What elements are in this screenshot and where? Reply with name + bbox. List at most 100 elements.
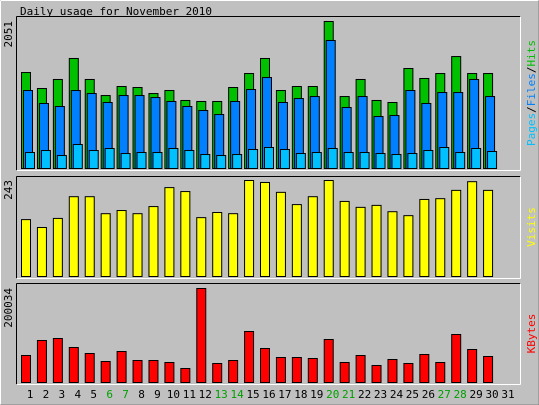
bar xyxy=(439,147,450,169)
bar xyxy=(216,155,227,169)
bar xyxy=(228,213,239,277)
bar xyxy=(212,212,223,277)
bar xyxy=(451,334,462,384)
bar xyxy=(487,151,498,170)
bar xyxy=(56,155,67,169)
bar xyxy=(323,180,334,277)
bar xyxy=(84,353,95,383)
bar xyxy=(52,217,63,277)
x-tick-label: 25 xyxy=(406,388,419,401)
legend: Pages/Files/Hits xyxy=(525,40,538,146)
bar xyxy=(232,154,243,170)
bar xyxy=(228,360,239,383)
bar xyxy=(451,189,462,277)
legend-entry: Visits xyxy=(525,207,538,247)
bar xyxy=(403,363,414,383)
bar xyxy=(136,152,147,169)
bar xyxy=(36,340,47,384)
x-tick-label: 28 xyxy=(454,388,467,401)
x-tick-label: 14 xyxy=(231,388,245,401)
x-tick-label: 30 xyxy=(485,388,498,401)
x-tick-label: 5 xyxy=(90,388,97,401)
x-tick-label: 11 xyxy=(183,388,196,401)
bar xyxy=(295,153,306,169)
legend: Visits xyxy=(525,207,538,247)
x-tick-label: 17 xyxy=(278,388,291,401)
bar xyxy=(21,219,31,278)
bar xyxy=(355,355,366,384)
bar xyxy=(260,348,270,383)
bar xyxy=(120,153,131,169)
x-tick-label: 31 xyxy=(501,388,514,401)
bar xyxy=(291,357,302,383)
bar xyxy=(375,153,386,169)
y-tick-label: 2051 xyxy=(2,21,15,48)
bar xyxy=(116,210,127,277)
bar xyxy=(260,181,270,277)
bar xyxy=(248,149,259,169)
x-tick-label: 12 xyxy=(199,388,212,401)
x-tick-label: 15 xyxy=(246,388,259,401)
chart-title: Daily usage for November 2010 xyxy=(20,5,212,18)
legend-entry: Pages xyxy=(525,113,538,146)
x-tick-label: 2 xyxy=(43,388,50,401)
bar xyxy=(68,347,79,383)
bar xyxy=(371,365,382,384)
bar xyxy=(455,152,466,169)
bar xyxy=(419,354,430,383)
bar xyxy=(100,361,111,384)
legend-separator: / xyxy=(525,106,538,113)
bar xyxy=(307,196,318,277)
bar xyxy=(244,180,255,277)
x-tick-label: 13 xyxy=(215,388,228,401)
bar xyxy=(25,152,35,169)
bar xyxy=(359,152,370,169)
x-tick-label: 29 xyxy=(470,388,483,401)
bar xyxy=(467,349,478,384)
bar xyxy=(36,227,47,277)
bar xyxy=(291,204,302,278)
x-tick-label: 24 xyxy=(390,388,404,401)
bar xyxy=(435,198,446,277)
bar xyxy=(435,362,446,384)
bar xyxy=(152,152,163,169)
bar xyxy=(264,147,274,169)
y-tick-label: 200034 xyxy=(2,288,15,328)
legend-separator: / xyxy=(525,67,538,74)
bar xyxy=(132,360,143,383)
x-tick-label: 20 xyxy=(326,388,339,401)
bar xyxy=(279,149,290,169)
bar xyxy=(467,181,478,277)
bar xyxy=(21,355,31,384)
x-tick-label: 10 xyxy=(167,388,180,401)
bar xyxy=(52,338,63,383)
legend-entry: Files xyxy=(525,73,538,106)
bar xyxy=(483,356,494,384)
bar xyxy=(471,148,482,170)
bar xyxy=(275,357,286,383)
bar xyxy=(339,362,350,384)
bar xyxy=(212,363,223,383)
bar xyxy=(307,358,318,384)
x-tick-label: 26 xyxy=(422,388,435,401)
legend-entry: KBytes xyxy=(525,314,538,354)
bar xyxy=(275,191,286,277)
bar xyxy=(200,154,211,170)
bar xyxy=(148,206,159,278)
bar xyxy=(196,217,207,277)
bar xyxy=(423,150,434,169)
x-tick-label: 9 xyxy=(154,388,161,401)
x-tick-label: 19 xyxy=(310,388,323,401)
bar xyxy=(164,362,175,384)
bar xyxy=(407,153,418,169)
x-tick-label: 7 xyxy=(122,388,129,401)
y-tick-label: 243 xyxy=(2,180,15,200)
bar xyxy=(323,339,334,383)
bar xyxy=(327,148,338,170)
x-tick-label: 4 xyxy=(74,388,81,401)
x-tick-label: 3 xyxy=(59,388,66,401)
bar xyxy=(104,148,115,170)
bar xyxy=(68,196,79,277)
bar xyxy=(483,189,494,277)
bar xyxy=(164,187,175,277)
